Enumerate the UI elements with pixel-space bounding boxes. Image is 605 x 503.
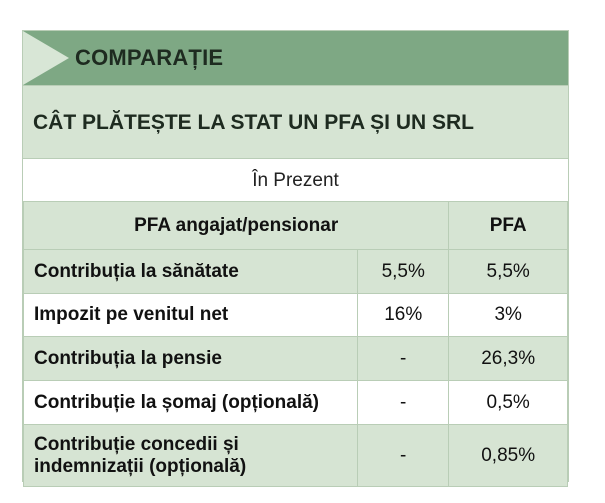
comparison-panel: COMPARAȚIE CÂT PLĂTEȘTE LA STAT UN PFA Ș… (22, 30, 569, 487)
table-row: Contribuția la sănătate 5,5% 5,5% (22, 249, 568, 294)
header-pfa: PFA (448, 201, 568, 250)
row-value-employed: - (357, 424, 450, 487)
row-label: Contribuția la pensie (22, 336, 359, 381)
subtitle-bar: CÂT PLĂTEȘTE LA STAT UN PFA ȘI UN SRL (23, 85, 568, 159)
table-row: Contribuția la pensie - 26,3% (22, 336, 568, 381)
row-label: Impozit pe venitul net (22, 293, 359, 337)
triangle-arrow-icon (23, 31, 69, 85)
row-value-employed: - (357, 336, 450, 381)
table-row: Contribuție concedii și indemnizații (op… (22, 424, 568, 487)
table-row: Contribuție la șomaj (opțională) - 0,5% (22, 380, 568, 425)
row-value-pfa: 26,3% (448, 336, 568, 381)
row-label: Contribuție concedii și indemnizații (op… (22, 424, 359, 487)
comparison-table: PFA angajat/pensionar PFA Contribuția la… (22, 201, 568, 487)
row-label: Contribuția la sănătate (22, 249, 359, 294)
row-value-pfa: 5,5% (448, 249, 568, 294)
row-value-employed: - (357, 380, 450, 425)
banner-title: COMPARAȚIE (75, 45, 224, 70)
row-label: Contribuție la șomaj (opțională) (22, 380, 359, 425)
banner: COMPARAȚIE (23, 31, 568, 85)
row-value-pfa: 0,85% (448, 424, 568, 487)
table-row: Impozit pe venitul net 16% 3% (22, 293, 568, 337)
row-value-employed: 16% (357, 293, 450, 337)
row-value-pfa: 0,5% (448, 380, 568, 425)
row-value-pfa: 3% (448, 293, 568, 337)
row-value-employed: 5,5% (357, 249, 450, 294)
header-pfa-employed: PFA angajat/pensionar (22, 201, 450, 250)
subtitle: CÂT PLĂTEȘTE LA STAT UN PFA ȘI UN SRL (33, 111, 474, 134)
section-label: În Prezent (23, 158, 568, 202)
table-header-row: PFA angajat/pensionar PFA (22, 201, 568, 250)
